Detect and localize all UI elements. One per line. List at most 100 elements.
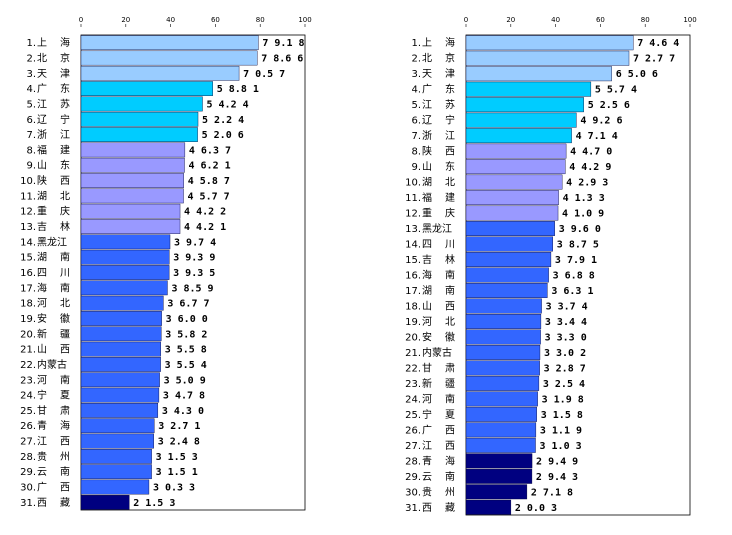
bar (465, 143, 567, 159)
data-label: 3 6.8 8 (553, 271, 595, 282)
data-label: 4 4.2 1 (184, 222, 226, 233)
data-label: 3 2.8 7 (544, 363, 586, 374)
data-label: 3 1.0 3 (540, 441, 582, 452)
category-label: 北京 (37, 51, 70, 64)
category-label: 陕西 (422, 145, 455, 158)
bar (80, 188, 184, 204)
x-tick-label: 80 (641, 16, 650, 24)
data-label: 3 1.1 9 (540, 425, 582, 436)
data-label-bg (511, 501, 557, 514)
bar (80, 357, 161, 372)
category-rank: 6. (411, 116, 421, 127)
category-label: 云南 (37, 465, 70, 478)
bar (80, 403, 159, 418)
category-rank: 29. (405, 472, 421, 483)
data-label-bg (591, 82, 637, 96)
category-rank: 11. (405, 193, 421, 204)
data-label: 7 0.5 7 (243, 69, 285, 80)
data-label-bg (563, 175, 609, 189)
category-rank: 17. (20, 283, 36, 294)
bar (465, 81, 592, 97)
data-label: 5 5.7 4 (595, 85, 637, 96)
data-label: 3 3.7 4 (546, 301, 588, 312)
data-label-bg (541, 315, 587, 328)
category-rank: 1. (26, 38, 36, 49)
bar (80, 326, 162, 342)
category-rank: 23. (20, 375, 36, 386)
bar (80, 387, 160, 403)
category-rank: 2. (26, 53, 36, 64)
data-label-bg (161, 342, 207, 356)
category-rank: 27. (20, 437, 36, 448)
bar (80, 494, 130, 510)
data-label: 4 9.2 6 (580, 116, 622, 127)
category-label: 西藏 (37, 497, 70, 509)
bar (80, 372, 160, 388)
x-tick-label: 40 (166, 16, 175, 24)
data-label-bg (559, 191, 605, 204)
data-label: 3 1.5 1 (156, 467, 198, 478)
data-label-bg (199, 113, 245, 126)
bar (80, 81, 213, 96)
category-label: 海南 (422, 269, 455, 282)
data-label-bg (537, 408, 583, 421)
category-label: 江西 (422, 440, 455, 452)
data-label-bg (170, 251, 216, 264)
data-label: 3 6.7 7 (167, 299, 209, 310)
category-label: 黑龙江 (422, 222, 452, 235)
category-rank: 25. (20, 406, 36, 417)
bar (80, 341, 161, 357)
data-label-bg (168, 281, 214, 294)
bar (80, 418, 155, 434)
category-label: 山东 (37, 159, 70, 172)
bar (465, 391, 538, 407)
data-label: 3 6.3 1 (551, 286, 593, 297)
category-label: 浙江 (37, 129, 70, 141)
category-label: 四川 (37, 268, 70, 279)
category-rank: 19. (20, 314, 36, 325)
category-label: 河南 (422, 392, 455, 405)
data-label-bg (149, 480, 195, 494)
category-rank: 31. (405, 503, 421, 514)
category-label: 甘肃 (422, 361, 455, 374)
data-label: 4 5.8 7 (188, 176, 230, 187)
data-label-bg (567, 144, 613, 158)
x-tick-label: 100 (683, 16, 696, 24)
data-label: 4 6.3 7 (189, 145, 231, 156)
data-label: 3 5.5 4 (165, 360, 207, 371)
data-label-bg (634, 36, 680, 49)
category-label: 河北 (37, 298, 70, 310)
bar (80, 234, 171, 250)
category-rank: 25. (405, 410, 421, 421)
data-label: 5 2.0 6 (202, 130, 244, 141)
bar (465, 190, 559, 206)
data-label-bg (541, 330, 587, 344)
bar (465, 97, 584, 113)
category-rank: 30. (20, 483, 36, 494)
category-rank: 13. (405, 224, 421, 235)
bar (465, 112, 577, 128)
data-label: 3 9.7 4 (174, 237, 216, 248)
data-label: 5 4.2 4 (206, 99, 248, 110)
left-chart-panel: 0 20 40 60 80 100 7 9.1 8 1. 上海 7 8.6 6 2. 北京 7 0.5 … (20, 16, 312, 511)
bar (80, 142, 186, 158)
bar (465, 298, 542, 314)
data-label: 4 1.0 9 (562, 209, 604, 220)
data-label: 2 7.1 8 (531, 487, 573, 498)
category-label: 广东 (422, 83, 455, 96)
data-label-bg (240, 67, 286, 80)
category-rank: 8. (26, 145, 36, 156)
data-label-bg (536, 439, 582, 452)
category-label: 内蒙古 (422, 346, 452, 359)
bar (465, 159, 566, 175)
data-label-bg (130, 496, 176, 509)
data-label-bg (630, 51, 676, 65)
data-label-bg (259, 36, 305, 49)
bar (80, 157, 185, 173)
data-label-bg (553, 237, 599, 251)
category-label: 湖北 (37, 190, 70, 202)
data-label: 3 0.3 3 (153, 483, 195, 494)
data-label: 7 9.1 8 (262, 38, 304, 49)
category-rank: 22. (405, 363, 421, 374)
x-tick-label: 0 (464, 16, 468, 24)
